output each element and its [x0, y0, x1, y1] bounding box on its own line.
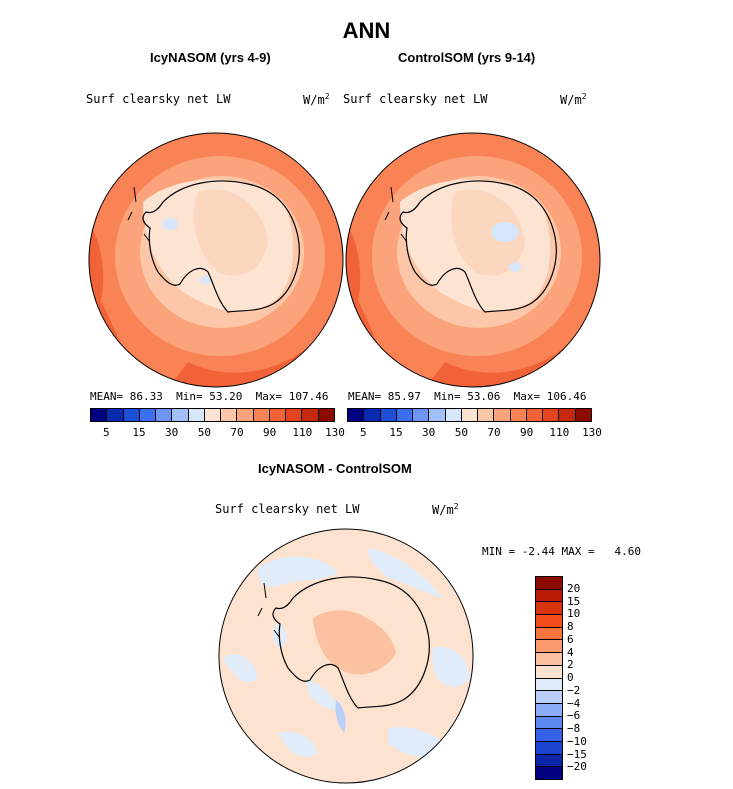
panel2-heading: ControlSOM (yrs 9-14) [398, 50, 536, 65]
colorbar-tick-label: 70 [487, 426, 501, 439]
colorbar-tick-label: 20 [567, 581, 581, 595]
colorbar-swatch [139, 409, 157, 421]
panel1-stats: MEAN= 86.33 Min= 53.20 Max= 107.46 [90, 390, 329, 403]
colorbar-swatch [269, 409, 287, 421]
colorbar-swatch [478, 409, 495, 421]
diff-min-max: MIN = -2.44 MAX = 4.60 [482, 545, 641, 558]
colorbar-swatch [253, 409, 270, 421]
colorbar-swatch [536, 640, 562, 654]
colorbar-swatch [302, 409, 319, 421]
colorbar-swatch [543, 409, 560, 421]
panel1-units: W/m2 [303, 92, 330, 107]
colorbar-swatch [536, 767, 562, 779]
colorbar-swatch [510, 409, 527, 421]
colorbar-tick-label: 6 [567, 632, 574, 646]
colorbar-tick-label: 8 [567, 620, 574, 633]
colorbar-swatch [559, 409, 576, 421]
panel2-stats: MEAN= 85.97 Min= 53.06 Max= 106.46 [348, 390, 587, 403]
colorbar-tick-label: 15 [132, 426, 146, 439]
colorbar-tick-label: 130 [582, 426, 602, 439]
colorbar-tick-label: 30 [422, 426, 436, 439]
colorbar-swatch [204, 409, 222, 421]
panel2-map [345, 132, 601, 388]
diff-variable: Surf clearsky net LW [215, 502, 360, 516]
colorbar-swatch [536, 691, 562, 704]
colorbar-swatch [536, 703, 562, 717]
colorbar-swatch [91, 409, 108, 421]
colorbar-tick-label: −6 [567, 709, 581, 723]
colorbar-swatch [536, 615, 562, 628]
colorbar-tick-label: 10 [567, 607, 581, 621]
colorbar-swatch [536, 602, 562, 616]
colorbar-tick-label: 110 [292, 426, 313, 439]
colorbar-swatch [172, 409, 189, 421]
colorbar-tick-label: 130 [325, 426, 345, 439]
colorbar-tick-label: 70 [230, 426, 244, 439]
colorbar-swatch [536, 678, 562, 692]
colorbar-swatch [364, 409, 381, 421]
panel2-units: W/m2 [560, 92, 587, 107]
colorbar-swatch [107, 409, 124, 421]
colorbar-tick-label: 30 [165, 426, 179, 439]
colorbar-swatch [536, 741, 562, 755]
colorbar-swatch [413, 409, 430, 421]
colorbar-swatch [526, 409, 544, 421]
colorbar-swatch [536, 716, 562, 730]
colorbar-swatch [348, 409, 365, 421]
diff-colorbar [535, 576, 563, 780]
figure-title: ANN [342, 18, 391, 43]
colorbar-tick-label: 110 [549, 426, 570, 439]
colorbar-tick-label: 15 [567, 594, 581, 608]
colorbar-tick-label: −8 [567, 722, 581, 735]
colorbar-swatch [445, 409, 462, 421]
panel2-colorbar [347, 408, 592, 422]
colorbar-tick-label: 0 [567, 671, 574, 684]
colorbar-swatch [380, 409, 397, 421]
colorbar-tick-label: −4 [567, 696, 581, 710]
colorbar-swatch [536, 729, 562, 742]
colorbar-tick-label: 5 [103, 426, 110, 439]
colorbar-swatch [221, 409, 238, 421]
panel1-map [88, 132, 344, 388]
diff-map [218, 528, 474, 784]
panel1-variable: Surf clearsky net LW [86, 92, 231, 106]
colorbar-tick-label: −2 [567, 683, 581, 697]
diff-units: W/m2 [432, 502, 459, 517]
colorbar-swatch [536, 754, 562, 768]
colorbar-swatch [156, 409, 173, 421]
colorbar-tick-label: −10 [567, 734, 587, 748]
colorbar-tick-label: 90 [263, 426, 277, 439]
colorbar-swatch [188, 409, 205, 421]
colorbar-tick-label: 90 [520, 426, 534, 439]
colorbar-swatch [429, 409, 446, 421]
colorbar-swatch [123, 409, 140, 421]
colorbar-tick-label: 2 [567, 658, 574, 672]
colorbar-swatch [536, 577, 562, 590]
colorbar-tick-label: 15 [389, 426, 403, 439]
colorbar-swatch [237, 409, 254, 421]
colorbar-tick-label: 50 [197, 426, 211, 439]
colorbar-tick-label: −20 [567, 760, 587, 774]
diff-heading: IcyNASOM - ControlSOM [258, 461, 412, 476]
colorbar-swatch [536, 627, 562, 641]
colorbar-swatch [286, 409, 303, 421]
colorbar-swatch [536, 653, 562, 666]
panel1-heading: IcyNASOM (yrs 4-9) [150, 50, 271, 65]
colorbar-swatch [536, 589, 562, 603]
colorbar-swatch [396, 409, 414, 421]
colorbar-tick-label: −15 [567, 747, 587, 761]
panel1-colorbar [90, 408, 335, 422]
colorbar-swatch [536, 665, 562, 679]
colorbar-swatch [575, 409, 591, 421]
colorbar-swatch [494, 409, 511, 421]
colorbar-swatch [318, 409, 334, 421]
colorbar-tick-label: 50 [454, 426, 468, 439]
colorbar-tick-label: 5 [360, 426, 367, 439]
colorbar-swatch [461, 409, 479, 421]
panel2-variable: Surf clearsky net LW [343, 92, 488, 106]
colorbar-tick-label: 4 [567, 645, 574, 659]
